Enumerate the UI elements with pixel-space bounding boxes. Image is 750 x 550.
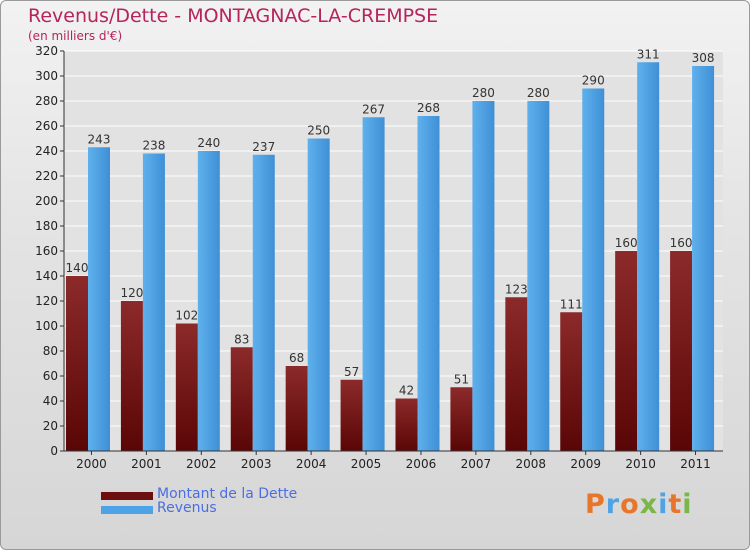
chart-subtitle: (en milliers d'€) bbox=[28, 29, 123, 43]
y-tick-label: 280 bbox=[35, 94, 58, 108]
data-label-revenus: 268 bbox=[417, 101, 440, 115]
data-label-revenus: 238 bbox=[142, 139, 165, 153]
data-label-revenus: 243 bbox=[88, 132, 111, 146]
bar-revenus bbox=[472, 101, 495, 451]
data-label-dette: 68 bbox=[289, 351, 304, 365]
bar-revenus bbox=[582, 88, 605, 451]
bar-revenus bbox=[692, 66, 715, 451]
x-tick-label: 2000 bbox=[76, 457, 107, 471]
y-tick-label: 100 bbox=[35, 319, 58, 333]
x-tick-label: 2006 bbox=[406, 457, 437, 471]
x-tick-label: 2008 bbox=[516, 457, 547, 471]
y-tick-label: 320 bbox=[35, 44, 58, 58]
bar-revenus bbox=[197, 151, 220, 451]
y-tick-label: 120 bbox=[35, 294, 58, 308]
bar-revenus bbox=[307, 138, 330, 451]
y-tick-label: 40 bbox=[43, 394, 58, 408]
y-tick-label: 80 bbox=[43, 344, 58, 358]
x-tick-label: 2007 bbox=[461, 457, 492, 471]
y-tick-label: 0 bbox=[50, 444, 58, 458]
y-tick-label: 260 bbox=[35, 119, 58, 133]
y-tick-label: 200 bbox=[35, 194, 58, 208]
x-tick-label: 2004 bbox=[296, 457, 327, 471]
data-label-dette: 42 bbox=[399, 384, 414, 398]
y-tick-label: 60 bbox=[43, 369, 58, 383]
data-label-revenus: 250 bbox=[307, 124, 330, 138]
logo-letter: i bbox=[682, 489, 693, 520]
data-label-dette: 111 bbox=[560, 297, 583, 311]
bar-dette bbox=[615, 251, 638, 451]
bar-dette bbox=[560, 312, 583, 451]
data-label-dette: 57 bbox=[344, 365, 359, 379]
data-label-revenus: 237 bbox=[252, 140, 275, 154]
data-label-revenus: 311 bbox=[637, 47, 660, 61]
bar-revenus bbox=[252, 154, 275, 451]
y-tick-label: 300 bbox=[35, 69, 58, 83]
data-label-revenus: 240 bbox=[197, 136, 220, 150]
bar-dette bbox=[450, 387, 473, 451]
y-tick-label: 220 bbox=[35, 169, 58, 183]
x-tick-label: 2002 bbox=[186, 457, 217, 471]
y-tick-label: 180 bbox=[35, 219, 58, 233]
bar-dette bbox=[285, 366, 308, 451]
chart-title: Revenus/Dette - MONTAGNAC-LA-CREMPSE bbox=[28, 5, 439, 27]
legend-label-dette: Montant de la Dette bbox=[157, 486, 298, 502]
bar-dette bbox=[230, 347, 253, 451]
y-tick-label: 240 bbox=[35, 144, 58, 158]
bar-revenus bbox=[527, 101, 550, 451]
logo-letter: P bbox=[585, 489, 606, 520]
bar-dette bbox=[395, 398, 418, 451]
data-label-dette: 140 bbox=[66, 261, 89, 275]
bar-dette bbox=[175, 323, 198, 451]
data-label-revenus: 280 bbox=[527, 86, 550, 100]
x-tick-label: 2010 bbox=[625, 457, 656, 471]
x-tick-label: 2001 bbox=[131, 457, 162, 471]
logo-letter: x bbox=[639, 489, 659, 520]
data-label-dette: 123 bbox=[505, 282, 528, 296]
legend-swatch-dette bbox=[101, 492, 153, 500]
logo-letter: o bbox=[620, 489, 640, 520]
bar-dette bbox=[670, 251, 693, 451]
legend-swatch-revenus bbox=[101, 506, 153, 514]
bar-dette bbox=[66, 276, 88, 451]
data-label-dette: 160 bbox=[670, 236, 693, 250]
data-label-revenus: 267 bbox=[362, 102, 385, 116]
data-label-dette: 120 bbox=[120, 286, 143, 300]
x-tick-label: 2011 bbox=[680, 457, 711, 471]
bar-revenus bbox=[417, 116, 440, 451]
logo-letter: r bbox=[605, 489, 621, 520]
data-label-dette: 102 bbox=[175, 309, 198, 323]
bar-revenus bbox=[142, 153, 165, 451]
bar-dette bbox=[505, 297, 528, 451]
data-label-revenus: 280 bbox=[472, 86, 495, 100]
bar-revenus bbox=[88, 147, 110, 451]
x-tick-label: 2005 bbox=[351, 457, 382, 471]
y-tick-label: 160 bbox=[35, 244, 58, 258]
bar-revenus bbox=[637, 62, 660, 451]
logo-letter: i bbox=[658, 489, 669, 520]
x-tick-label: 2009 bbox=[570, 457, 601, 471]
bar-dette bbox=[120, 301, 143, 451]
proxiti-logo: Proxiti bbox=[585, 489, 693, 520]
logo-letter: t bbox=[668, 489, 683, 520]
legend-label-revenus: Revenus bbox=[157, 500, 217, 516]
bar-dette bbox=[340, 379, 363, 451]
data-label-dette: 160 bbox=[615, 236, 638, 250]
x-tick-label: 2003 bbox=[241, 457, 272, 471]
data-label-revenus: 290 bbox=[582, 74, 605, 88]
bar-revenus bbox=[362, 117, 385, 451]
y-tick-label: 20 bbox=[43, 419, 58, 433]
data-label-revenus: 308 bbox=[692, 51, 715, 65]
data-label-dette: 51 bbox=[454, 372, 469, 386]
y-tick-label: 140 bbox=[35, 269, 58, 283]
data-label-dette: 83 bbox=[234, 332, 249, 346]
